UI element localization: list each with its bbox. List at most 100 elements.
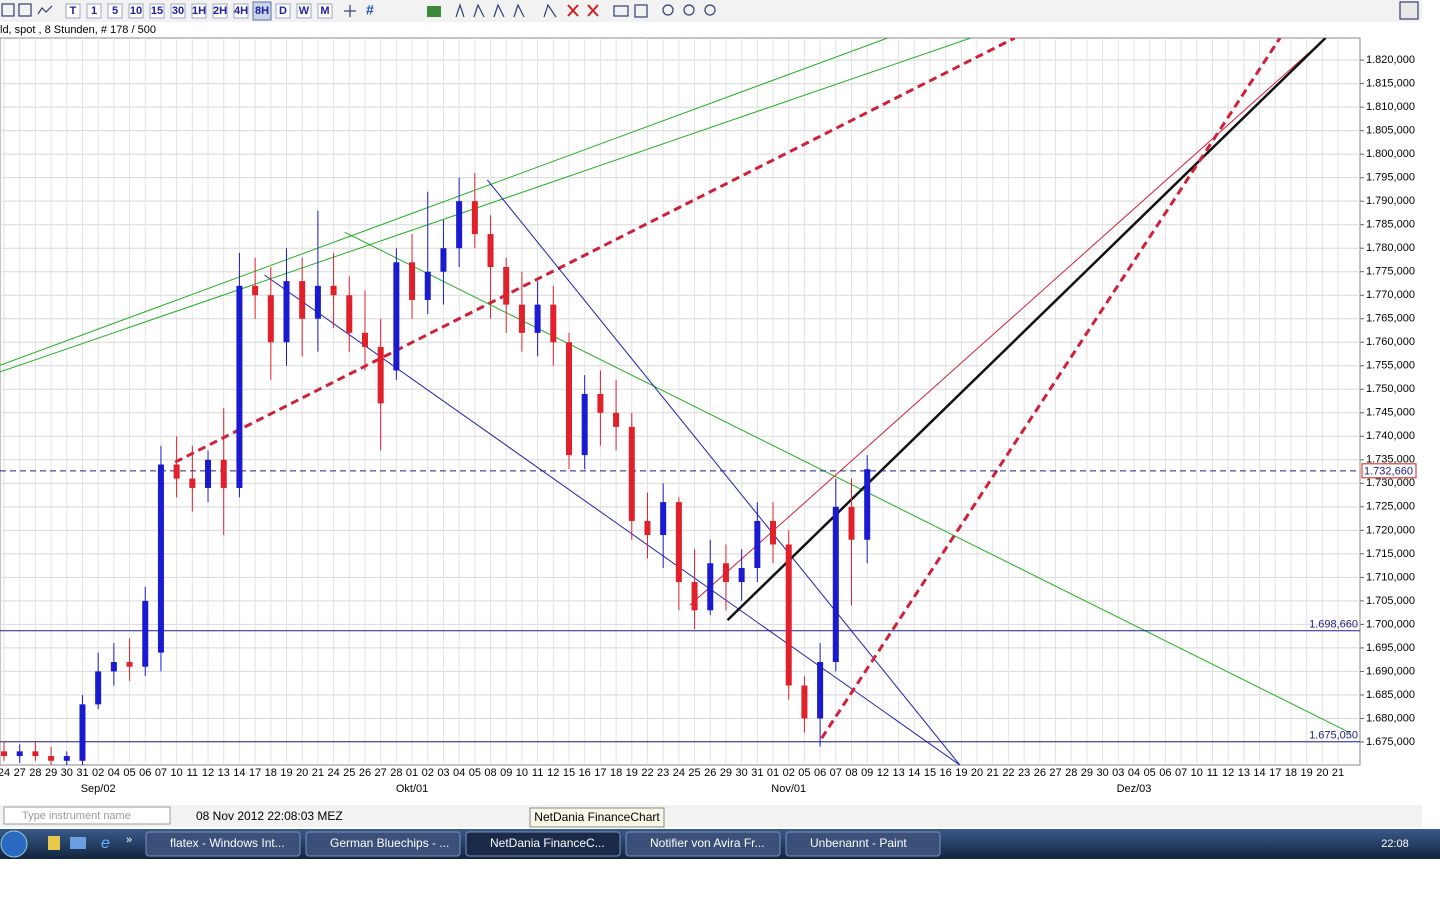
candle-body (205, 459, 212, 489)
x-tick-label: 04 (108, 767, 120, 779)
price-marker (1361, 463, 1417, 479)
button[interactable] (317, 3, 333, 19)
candle-body (48, 756, 55, 761)
x-tick-label: 02 (783, 767, 795, 779)
x-tick-label: 17 (1269, 767, 1281, 779)
candle-body (754, 520, 761, 568)
candle-body (770, 520, 777, 545)
y-tick-label: 1.745,000 (1366, 407, 1415, 419)
trendline (0, 38, 971, 373)
button[interactable] (128, 3, 144, 19)
trendline (344, 231, 1351, 734)
candle-body (722, 563, 729, 583)
candle-body (79, 704, 86, 761)
button-label: 1 (91, 5, 97, 17)
timestamp: 08 Nov 2012 22:08:03 MEZ (196, 809, 343, 823)
task-button[interactable] (785, 831, 941, 857)
button[interactable] (212, 3, 228, 19)
y-tick-label: 1.750,000 (1366, 383, 1415, 395)
task-label: Notifier von Avira Fr... (650, 836, 765, 850)
task-button[interactable] (145, 831, 301, 857)
axes: 1.675,000 1.680,000 1.685,000 1.690,000 1.69… (0, 54, 1417, 795)
x-tick-label: 14 (908, 767, 920, 779)
task-button[interactable] (465, 831, 621, 857)
x-tick-label: 06 (1159, 767, 1171, 779)
x-tick-label: 03 (1112, 767, 1124, 779)
candle-body (864, 469, 871, 540)
start-button[interactable] (0, 830, 28, 858)
y-tick-label: 1.715,000 (1366, 548, 1415, 560)
y-tick-label: 1.760,000 (1366, 336, 1415, 348)
x-tick-label: 17 (249, 767, 261, 779)
x-tick-label: 18 (265, 767, 277, 779)
price-marker-label: 1.732,660 (1364, 466, 1413, 478)
button[interactable] (86, 3, 102, 19)
x-tick-label: 05 (469, 767, 481, 779)
candle-body (456, 201, 463, 249)
candle-body (409, 262, 416, 300)
candle-body (628, 426, 635, 521)
button[interactable] (191, 3, 207, 19)
x-tick-label: 28 (390, 767, 402, 779)
more[interactable]: » (126, 834, 132, 846)
button[interactable] (149, 3, 165, 19)
line-label: 1.675,050 (1309, 730, 1358, 742)
quick-launch[interactable] (48, 836, 60, 850)
x-tick-label: 18 (1285, 767, 1297, 779)
candle-body (597, 393, 604, 413)
button-label: W (299, 5, 310, 17)
x-tick-label: 04 (1128, 767, 1140, 779)
x-tick-label: 05 (1144, 767, 1156, 779)
x-tick-label: 13 (892, 767, 904, 779)
button[interactable] (107, 3, 123, 19)
candle-body (173, 464, 180, 479)
candle-body (518, 304, 525, 333)
x-tick-label: 11 (532, 767, 543, 779)
candle-body (361, 332, 368, 347)
button[interactable] (275, 3, 291, 19)
quick-launch[interactable] (70, 837, 86, 849)
button-label: M (320, 5, 329, 17)
button[interactable] (65, 3, 81, 19)
candle-body (471, 201, 478, 235)
quick-launch-ie[interactable]: e (101, 835, 110, 852)
x-tick-label: 29 (1081, 767, 1093, 779)
button-label: 4H (234, 5, 248, 17)
candle-body (817, 662, 824, 719)
x-tick-label: 07 (155, 767, 167, 779)
y-tick-label: 1.695,000 (1366, 642, 1415, 654)
x-tick-label: 20 (1316, 767, 1328, 779)
plot-area (0, 37, 1361, 766)
task-button[interactable] (625, 831, 781, 857)
button[interactable] (170, 3, 186, 19)
y-tick-label: 1.755,000 (1366, 360, 1415, 372)
task-button[interactable] (305, 831, 461, 857)
x-tick-label: 13 (218, 767, 230, 779)
month-label: Sep/02 (81, 783, 116, 795)
x-tick-label: 22 (641, 767, 653, 779)
button[interactable] (296, 3, 312, 19)
x-tick-label: 20 (971, 767, 983, 779)
timeframe-buttons: T 1 5 10 15 30 1H 2H 4H 8H D W M (65, 1, 333, 21)
status-bar (0, 805, 1422, 827)
x-tick-label: 24 (327, 767, 339, 779)
candle-body (299, 281, 306, 319)
y-tick-label: 1.810,000 (1366, 101, 1415, 113)
x-tick-label: 14 (233, 767, 245, 779)
x-tick-label: 27 (375, 767, 387, 779)
candle-body (785, 544, 792, 686)
trendline (689, 38, 1326, 606)
task-label: NetDania FinanceC... (490, 836, 605, 850)
search-box[interactable] (3, 806, 171, 825)
button[interactable] (233, 3, 249, 19)
x-tick-label: 27 (1049, 767, 1061, 779)
task-buttons: flatex - Windows Int... German Bluechips … (145, 831, 941, 857)
candle-body (691, 582, 698, 611)
x-tick-label: 03 (437, 767, 449, 779)
y-tick-label: 1.790,000 (1366, 195, 1415, 207)
candle-body (675, 502, 682, 583)
candle-body (314, 285, 321, 319)
task-label: flatex - Windows Int... (170, 836, 285, 850)
candle-body (16, 751, 23, 757)
y-tick-label: 1.735,000 (1366, 454, 1415, 466)
